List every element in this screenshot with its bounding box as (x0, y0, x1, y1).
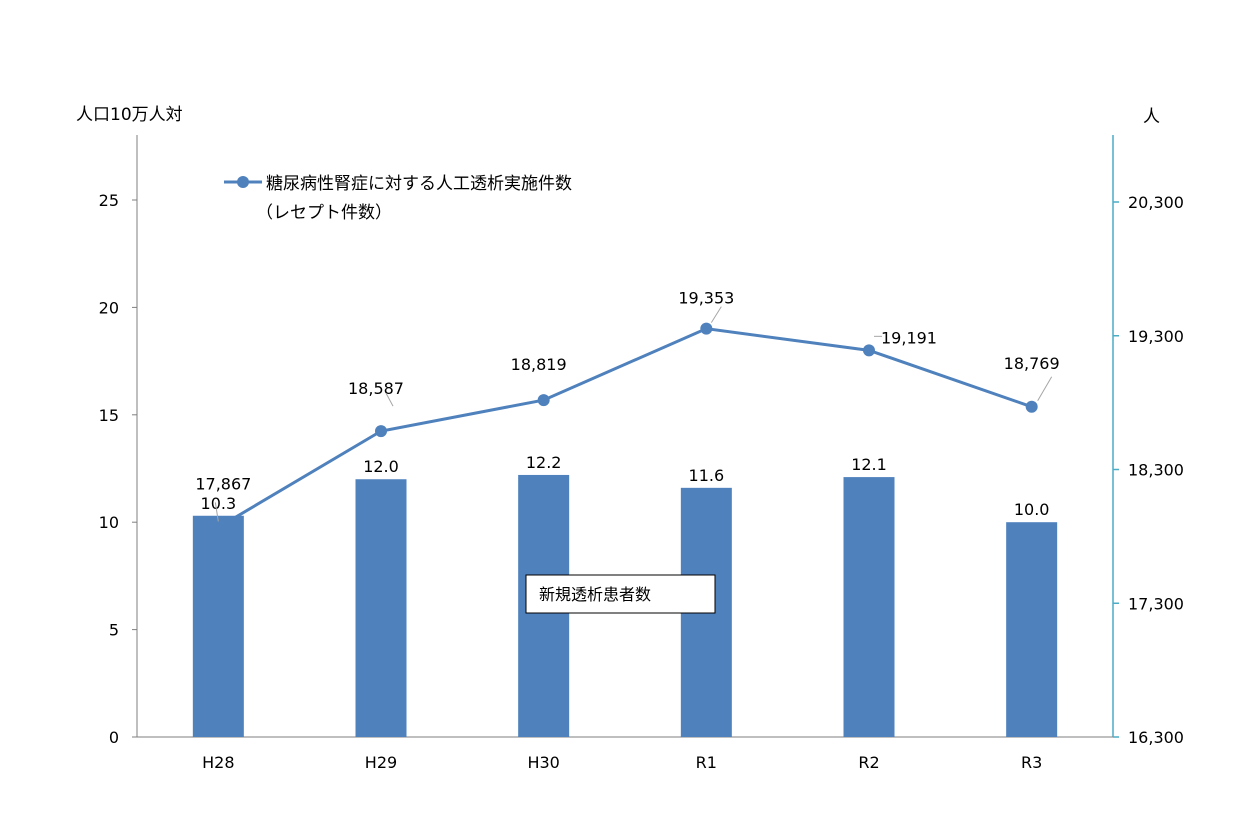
x-tick-label: R2 (858, 753, 879, 772)
data-labels: 10.3 12.0 12.2 11.6 12.1 10.0 17,867 18,587 18,8… (195, 289, 1060, 522)
line-series (212, 322, 1038, 534)
x-tick-label: R1 (696, 753, 717, 772)
line-point (700, 322, 713, 335)
right-tick-label: 19,300 (1128, 327, 1184, 346)
label-leader-line (385, 392, 394, 407)
bar-value-label: 12.1 (851, 455, 887, 474)
x-tick-label: H28 (202, 753, 234, 772)
legend-point-marker (237, 176, 249, 188)
right-axis-title: 人 (1143, 107, 1160, 127)
line-value-label: 17,867 (195, 474, 251, 493)
bar (355, 479, 407, 737)
bar-series (192, 474, 1058, 737)
left-tick-label: 15 (99, 406, 119, 425)
line-point (375, 425, 387, 438)
bar-series-label-frame (525, 574, 716, 614)
left-tick-label: 5 (109, 621, 119, 640)
line-point (212, 521, 225, 534)
line-path (217, 327, 1033, 529)
left-tick-label: 20 (99, 298, 119, 317)
bar-value-label: 11.6 (689, 466, 725, 485)
bar-value-label: 10.3 (201, 494, 237, 513)
bar-value-label: 12.2 (526, 453, 562, 472)
label-leader-line (710, 306, 722, 323)
bar-series-label: 新規透析患者数 (539, 585, 651, 604)
line-point (863, 344, 875, 357)
x-tick-label: H30 (527, 753, 559, 772)
line-value-label: 18,819 (511, 355, 567, 374)
legend-line-label: 糖尿病性腎症に対する人工透析実施件数 (266, 174, 572, 194)
legend: 糖尿病性腎症に対する人工透析実施件数 （レセプト件数） (224, 174, 572, 223)
bar (843, 477, 895, 737)
line-point (1025, 400, 1038, 413)
line-value-label: 18,769 (1004, 354, 1060, 373)
bar-series-label-box: 新規透析患者数 (525, 574, 716, 614)
left-tick-label: 10 (99, 513, 119, 532)
bar (192, 515, 244, 737)
left-tick-label: 25 (99, 191, 119, 210)
left-tick-label: 0 (109, 728, 119, 747)
legend-line-label-sub: （レセプト件数） (256, 203, 392, 223)
right-tick-label: 16,300 (1128, 728, 1184, 747)
bar (1006, 522, 1058, 737)
bar-value-label: 12.0 (363, 457, 399, 476)
x-tick-label: H29 (365, 753, 397, 772)
line-value-label: 19,353 (678, 289, 734, 308)
bar-value-label: 10.0 (1014, 500, 1050, 519)
line-value-label: 18,587 (348, 379, 404, 398)
line-point (537, 394, 550, 407)
label-leader-line (214, 502, 219, 522)
label-leader-line (1037, 376, 1053, 402)
left-axis-title: 人口10万人対 (76, 105, 183, 125)
right-tick-label: 17,300 (1128, 594, 1184, 613)
line-value-label: 19,191 (881, 328, 937, 347)
axes: 0 5 10 15 20 25 16,300 17,300 18,300 19,300 20,300… (99, 135, 1184, 772)
right-tick-label: 20,300 (1128, 193, 1184, 212)
right-tick-label: 18,300 (1128, 461, 1184, 480)
x-tick-label: R3 (1021, 753, 1042, 772)
